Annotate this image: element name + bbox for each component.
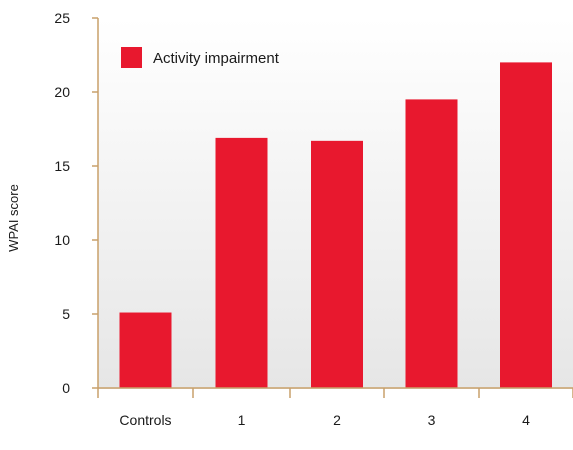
y-tick-label: 15 xyxy=(54,158,70,174)
legend-swatch xyxy=(121,47,142,68)
x-tick-label: 1 xyxy=(238,412,246,428)
bars-group xyxy=(119,62,552,389)
legend: Activity impairment xyxy=(121,47,280,68)
bar-3 xyxy=(405,99,458,389)
y-tick-label: 25 xyxy=(54,10,70,26)
legend-label: Activity impairment xyxy=(153,50,280,67)
y-tick-label: 5 xyxy=(62,306,70,322)
x-axis: Controls 1 2 3 4 xyxy=(97,387,573,428)
bar-4 xyxy=(500,62,552,389)
bar-1 xyxy=(215,137,268,388)
bar-2 xyxy=(311,140,363,388)
y-axis: 0 5 10 15 20 25 xyxy=(54,10,99,396)
x-tick-label: Controls xyxy=(119,412,171,428)
x-tick-label: 3 xyxy=(428,412,436,428)
x-tick-label: 4 xyxy=(522,412,530,428)
y-tick-label: 20 xyxy=(54,84,70,100)
x-tick-label: 2 xyxy=(333,412,341,428)
y-axis-title: WPAI score xyxy=(6,184,21,252)
y-tick-label: 0 xyxy=(62,380,70,396)
bar-controls xyxy=(119,312,172,388)
y-tick-label: 10 xyxy=(54,232,70,248)
